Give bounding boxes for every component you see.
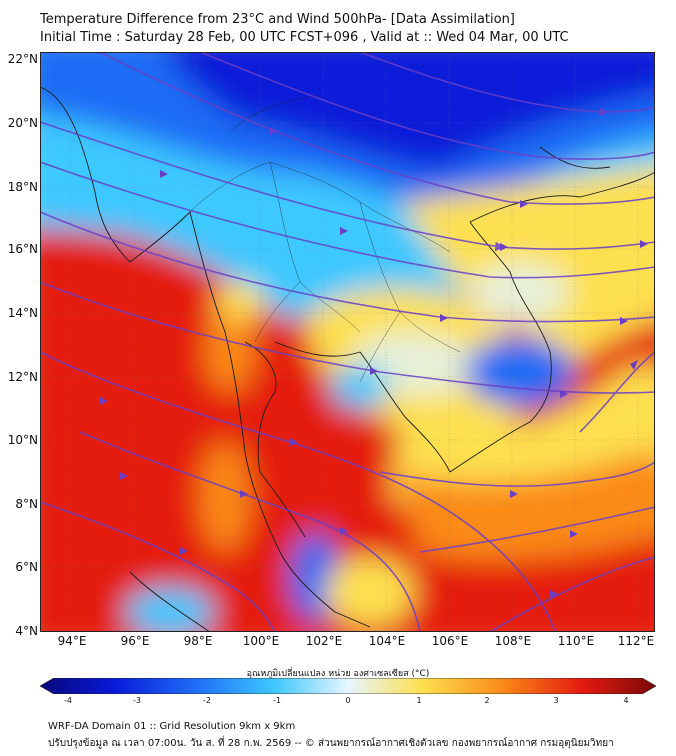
colorbar [40, 678, 656, 694]
temperature-wind-map [40, 52, 655, 632]
lon-label: 108°E [494, 634, 532, 648]
coastlines [40, 86, 655, 632]
colorbar-tick: -2 [203, 696, 211, 705]
colorbar-tick: -1 [273, 696, 281, 705]
lon-label: 98°E [183, 634, 213, 648]
colorbar-tick: 3 [553, 696, 559, 705]
colorbar-tick: 2 [484, 696, 490, 705]
wind-arrows [100, 108, 648, 598]
lon-label: 112°E [617, 634, 655, 648]
lon-label: 94°E [57, 634, 87, 648]
lon-label: 96°E [120, 634, 150, 648]
lon-label: 104°E [368, 634, 406, 648]
lat-label: 18°N [7, 180, 38, 194]
footer-domain-info: WRF-DA Domain 01 :: Grid Resolution 9km … [48, 721, 296, 732]
lat-label: 22°N [7, 52, 38, 66]
colorbar-tick: 1 [416, 696, 422, 705]
map-title: Temperature Difference from 23°C and Win… [40, 12, 515, 27]
lon-label: 106°E [431, 634, 469, 648]
lat-label: 12°N [7, 370, 38, 384]
colorbar-tick: -3 [133, 696, 141, 705]
lon-label: 100°E [242, 634, 280, 648]
lon-label: 110°E [557, 634, 595, 648]
colorbar-label: อุณหภูมิเปลี่ยนแปลง หน่วย องศาเซลเซียส (… [246, 669, 430, 679]
footer-credit: ปรับปรุงข้อมูล ณ เวลา 07:00น. วัน ส. ที่… [48, 738, 614, 749]
lat-label: 20°N [7, 116, 38, 130]
colorbar-tick: -4 [64, 696, 72, 705]
temperature-field [40, 52, 655, 632]
lat-label: 10°N [7, 433, 38, 447]
colorbar-tick: 0 [345, 696, 351, 705]
lat-label: 14°N [7, 306, 38, 320]
colorbar-tick: 4 [623, 696, 629, 705]
lat-label: 6°N [15, 560, 38, 574]
lat-label: 4°N [15, 624, 38, 638]
map-subtitle: Initial Time : Saturday 28 Feb, 00 UTC F… [40, 30, 569, 45]
wind-streamlines [40, 52, 655, 632]
lat-label: 16°N [7, 242, 38, 256]
lat-label: 8°N [15, 497, 38, 511]
lon-label: 102°E [305, 634, 343, 648]
